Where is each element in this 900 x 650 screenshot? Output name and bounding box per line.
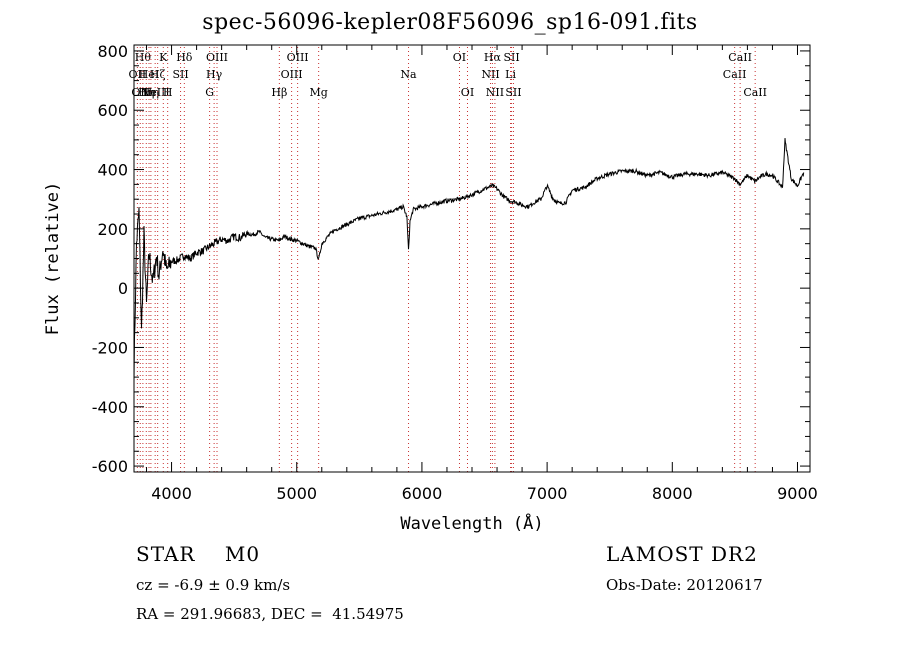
x-tick-label: 8000 (652, 484, 693, 503)
x-axis-title: Wavelength (Å) (400, 512, 543, 534)
line-marker-label: Hα (484, 51, 502, 64)
x-tick-label: 7000 (527, 484, 568, 503)
y-tick-label: 800 (97, 42, 128, 61)
line-marker-label: Hδ (176, 51, 193, 64)
line-marker-label: H (163, 86, 173, 99)
line-marker-label: NII (481, 68, 499, 81)
line-marker-label: HeI (139, 68, 159, 81)
line-marker-label: SII (503, 51, 519, 64)
line-marker-label: Li (505, 68, 516, 81)
y-tick-label: -400 (92, 398, 128, 417)
line-marker-label: Hβ (271, 86, 287, 99)
line-marker-label: OIII (206, 51, 228, 64)
line-marker-label: OI (461, 86, 474, 99)
class-label: STAR M0 (136, 542, 261, 566)
line-marker-label: NeIII (141, 86, 170, 99)
line-marker-label: Hγ (206, 68, 223, 81)
line-marker-label: CaII (728, 51, 752, 64)
plot-frame (133, 44, 811, 473)
line-marker-label: Na (400, 68, 417, 81)
line-marker-label: OII (129, 68, 147, 81)
spectrum-line (133, 138, 805, 382)
y-tick-label: 0 (118, 279, 128, 298)
line-marker-label: Mg (309, 86, 327, 99)
y-tick-label: 600 (97, 101, 128, 120)
y-tick-label: 200 (97, 220, 128, 239)
coordinates-label: RA = 291.96683, DEC = 41.54975 (136, 605, 404, 623)
chart-title: spec-56096-kepler08F56096_sp16-091.fits (202, 10, 698, 35)
line-marker-label: CaII (723, 68, 747, 81)
line-marker-label: OI (453, 51, 466, 64)
y-tick-label: -200 (92, 338, 128, 357)
line-marker-label: SII (172, 68, 188, 81)
y-tick-label: -600 (92, 457, 128, 476)
x-tick-label: 6000 (402, 484, 443, 503)
survey-label: LAMOST DR2 (606, 542, 758, 566)
y-axis-title: Flux (relative) (43, 182, 63, 336)
line-marker-label: Hη (138, 86, 154, 99)
x-tick-label: 9000 (777, 484, 818, 503)
line-marker-label: K (159, 51, 168, 64)
redshift-label: cz = -6.9 ± 0.9 km/s (136, 576, 291, 594)
obs-date-label: Obs-Date: 20120617 (606, 576, 763, 594)
line-marker-label: CaII (743, 86, 767, 99)
line-marker-label: Hθ (135, 51, 152, 64)
x-tick-label: 5000 (276, 484, 317, 503)
x-tick-label: 4000 (151, 484, 192, 503)
line-marker-label: NII (486, 86, 504, 99)
line-marker-label: SII (505, 86, 521, 99)
line-marker-label: G (205, 86, 214, 99)
line-marker-label: OIII (281, 68, 303, 81)
line-marker-label: Hζ (150, 68, 166, 81)
y-tick-label: 400 (97, 161, 128, 180)
line-marker-label: OIII (287, 51, 309, 64)
